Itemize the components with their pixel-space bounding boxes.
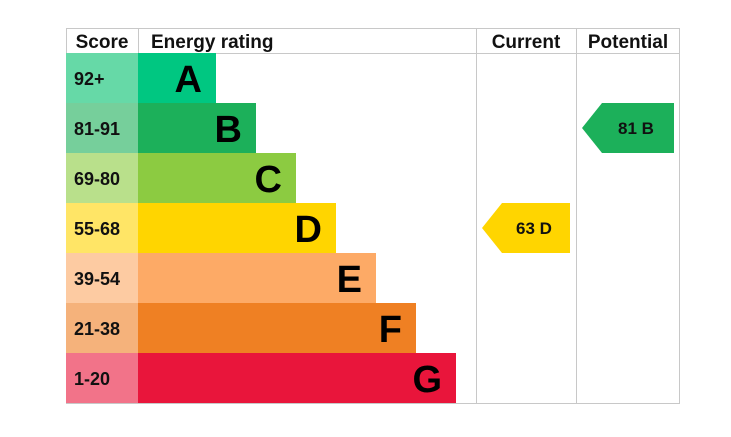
score-cell-f <box>66 303 138 353</box>
score-range-label: 81-91 <box>74 119 120 139</box>
score-cell-b <box>66 103 138 153</box>
band-bar-f <box>138 303 416 353</box>
current-rating-label: 63 D <box>516 219 552 238</box>
band-letter: A <box>175 59 202 101</box>
header-current: Current <box>492 32 561 53</box>
band-bar-b <box>138 103 256 153</box>
score-cell-e <box>66 253 138 303</box>
score-cell-g <box>66 353 138 403</box>
header-score: Score <box>76 32 129 53</box>
band-bar-a <box>138 53 216 103</box>
band-letter: B <box>215 109 242 151</box>
band-bar-e <box>138 253 376 303</box>
band-letter: E <box>337 259 362 301</box>
band-letter: G <box>412 359 442 401</box>
band-bar-d <box>138 203 336 253</box>
potential-rating-arrow <box>582 103 674 153</box>
score-cell-a <box>66 53 138 103</box>
score-range-label: 69-80 <box>74 169 120 189</box>
header-energy-rating: Energy rating <box>151 32 273 53</box>
band-bar-g <box>138 353 456 403</box>
score-range-label: 1-20 <box>74 369 110 389</box>
band-letter: C <box>255 159 282 201</box>
chart-headers: Score Energy rating Current Potential <box>76 32 669 53</box>
score-range-label: 55-68 <box>74 219 120 239</box>
band-bar-c <box>138 153 296 203</box>
score-range-label: 21-38 <box>74 319 120 339</box>
potential-rating-label: 81 B <box>618 119 654 138</box>
score-range-label: 39-54 <box>74 269 120 289</box>
score-range-label: 92+ <box>74 69 105 89</box>
score-cell-d <box>66 203 138 253</box>
rating-bands: 92+ A 81-91 B 69-80 C 55-68 D 39-54 E 21-38 F 1-20 G <box>66 53 456 403</box>
band-letter: D <box>295 209 322 251</box>
current-rating-arrow <box>482 203 570 253</box>
band-letter: F <box>379 309 402 351</box>
header-potential: Potential <box>588 32 668 53</box>
rating-markers: 63 D 81 B <box>482 103 674 253</box>
score-cell-c <box>66 153 138 203</box>
